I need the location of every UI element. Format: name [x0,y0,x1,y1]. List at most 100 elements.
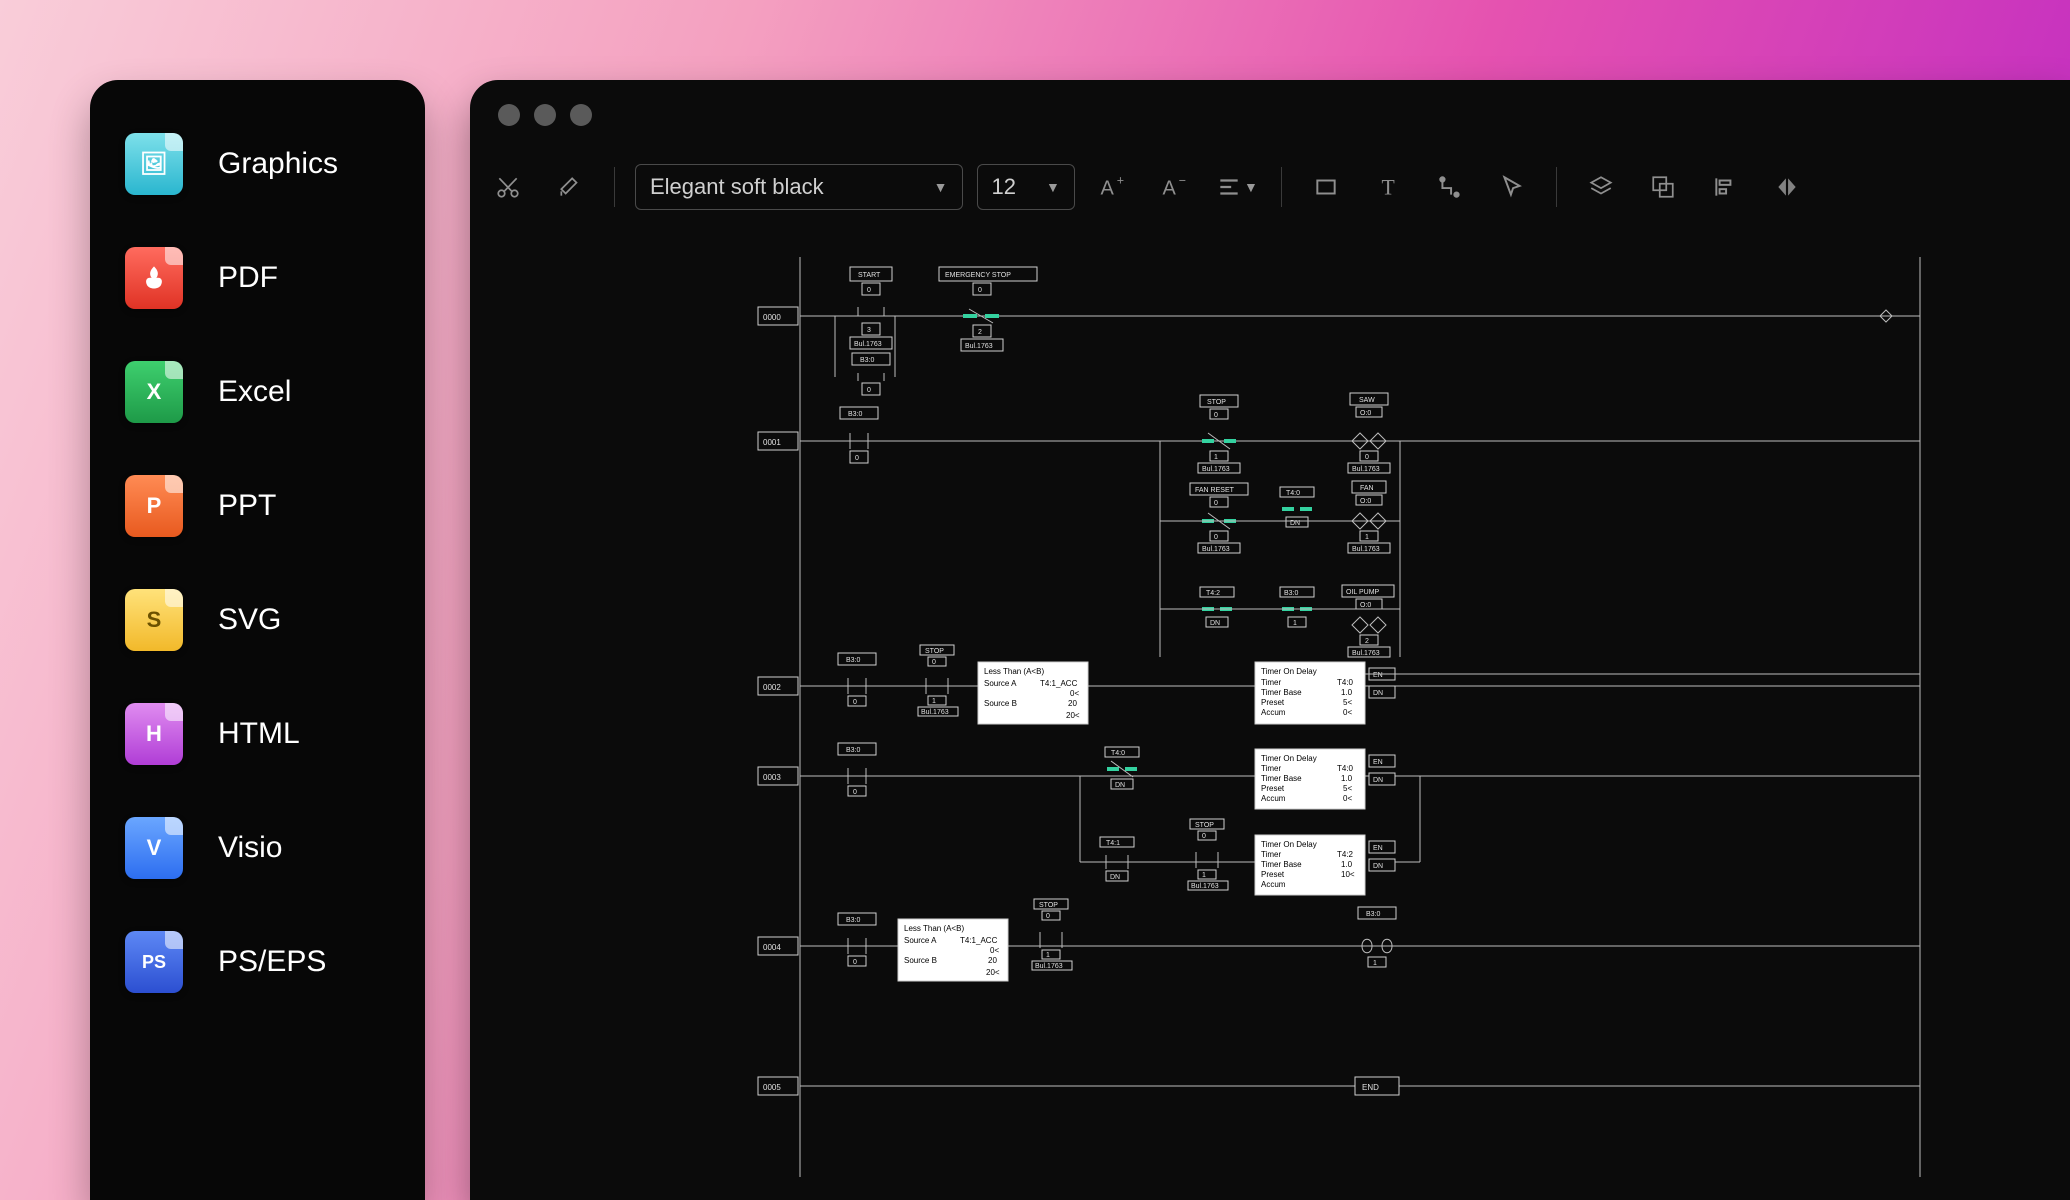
layers-button[interactable] [1577,163,1625,211]
chevron-down-icon: ▼ [1244,179,1258,195]
sidebar-item-pdf[interactable]: PDF [120,244,395,312]
sidebar-item-label: SVG [218,603,281,637]
svg-text:STOP: STOP [1039,902,1058,909]
align-button[interactable]: ▼ [1213,163,1261,211]
svg-text:Bul.1763: Bul.1763 [1191,883,1219,890]
svg-text:END: END [1362,1083,1379,1092]
svg-text:B3:0: B3:0 [846,917,861,924]
svg-text:Timer Base: Timer Base [1261,860,1302,869]
format-painter-button[interactable] [546,163,594,211]
svg-text:Timer: Timer [1261,678,1281,687]
sidebar-item-label: Visio [218,831,282,865]
svg-text:0: 0 [1202,833,1206,840]
svg-text:O:0: O:0 [1360,410,1371,417]
svg-text:EN: EN [1373,759,1383,766]
sidebar-item-ps[interactable]: PS PS/EPS [120,928,395,996]
font-family-select[interactable]: Elegant soft black ▼ [635,164,963,210]
svg-text:0004: 0004 [763,943,781,952]
connector-tool-button[interactable] [1426,163,1474,211]
svg-text:5<: 5< [1343,698,1352,707]
svg-text:0: 0 [978,287,982,294]
group-button[interactable] [1639,163,1687,211]
svg-text:Source A: Source A [904,936,937,945]
svg-text:Bul.1763: Bul.1763 [1035,963,1063,970]
svg-text:20<: 20< [1066,711,1080,720]
canvas-area[interactable]: 0000 START 0 3 Bul.1763 B3:0 0 [470,224,2070,1200]
svg-text:Source B: Source B [904,956,937,965]
svg-text:1: 1 [1373,960,1377,967]
window-min-dot[interactable] [534,104,556,126]
svg-text:Accum: Accum [1261,708,1286,717]
window-close-dot[interactable] [498,104,520,126]
svg-text:10<: 10< [1341,870,1355,879]
svg-text:Bul.1763: Bul.1763 [1202,546,1230,553]
svg-text:Timer: Timer [1261,850,1281,859]
editor-toolbar: Elegant soft black ▼ 12 ▼ A+ A− ▼ T [470,150,2070,224]
align-objects-button[interactable] [1701,163,1749,211]
svg-text:0002: 0002 [763,683,781,692]
svg-text:FAN RESET: FAN RESET [1195,487,1235,494]
svg-text:EN: EN [1373,845,1383,852]
svg-text:1.0: 1.0 [1341,860,1353,869]
svg-text:DN: DN [1373,777,1383,784]
font-size-select[interactable]: 12 ▼ [977,164,1075,210]
svg-text:0<: 0< [1070,689,1079,698]
pointer-tool-button[interactable] [1488,163,1536,211]
svg-text:−: − [1179,174,1186,188]
cut-button[interactable] [484,163,532,211]
svg-text:1.0: 1.0 [1341,688,1353,697]
sidebar-item-html[interactable]: H HTML [120,700,395,768]
svg-text:Timer On Delay: Timer On Delay [1261,840,1317,849]
svg-text:T4:1_ACC: T4:1_ACC [1040,679,1078,688]
svg-text:STOP: STOP [925,648,944,655]
ladder-diagram: 0000 START 0 3 Bul.1763 B3:0 0 [500,244,2040,1200]
svg-text:Less Than (A<B): Less Than (A<B) [904,924,964,933]
svg-text:Timer On Delay: Timer On Delay [1261,667,1317,676]
svg-text:1: 1 [1214,454,1218,461]
sidebar-item-excel[interactable]: X Excel [120,358,395,426]
svg-text:20<: 20< [986,968,1000,977]
svg-text:Bul.1763: Bul.1763 [965,343,993,350]
svg-text:OIL PUMP: OIL PUMP [1346,589,1380,596]
svg-text:B3:0: B3:0 [1366,911,1381,918]
sidebar-item-label: Excel [218,375,291,409]
svg-text:0<: 0< [990,946,999,955]
toolbar-separator [1281,167,1282,207]
svg-text:T: T [1381,176,1394,200]
svg-text:B3:0: B3:0 [846,747,861,754]
svg-text:FAN: FAN [1360,485,1374,492]
svg-text:1: 1 [932,698,936,705]
sidebar-item-graphics[interactable]: 🖼 Graphics [120,130,395,198]
text-tool-button[interactable]: T [1364,163,1412,211]
window-max-dot[interactable] [570,104,592,126]
svg-text:5<: 5< [1343,784,1352,793]
font-decrease-button[interactable]: A− [1151,163,1199,211]
svg-text:0: 0 [867,287,871,294]
svg-text:0001: 0001 [763,438,781,447]
sidebar-item-svg[interactable]: S SVG [120,586,395,654]
svg-text:0005: 0005 [763,1083,781,1092]
svg-text:B3:0: B3:0 [1284,590,1299,597]
svg-text:0: 0 [1214,534,1218,541]
svg-text:20: 20 [988,956,997,965]
export-format-sidebar: 🖼 Graphics PDF X Excel P PPT S SVG H HTM… [90,80,425,1200]
rectangle-tool-button[interactable] [1302,163,1350,211]
svg-text:T4:1: T4:1 [1106,840,1120,847]
flip-button[interactable] [1763,163,1811,211]
svg-text:Bul.1763: Bul.1763 [1202,466,1230,473]
svg-text:Timer On Delay: Timer On Delay [1261,754,1317,763]
svg-text:Preset: Preset [1261,870,1285,879]
chevron-down-icon: ▼ [1046,179,1060,195]
svg-text:DN: DN [1373,690,1383,697]
svg-text:1: 1 [1202,872,1206,879]
sidebar-item-visio[interactable]: V Visio [120,814,395,882]
svg-text:O:0: O:0 [1360,498,1371,505]
svg-text:3: 3 [867,327,871,334]
font-increase-button[interactable]: A+ [1089,163,1137,211]
svg-text:20: 20 [1068,699,1077,708]
svg-text:Bul.1763: Bul.1763 [854,341,882,348]
sidebar-item-ppt[interactable]: P PPT [120,472,395,540]
chevron-down-icon: ▼ [934,179,948,195]
svg-text:Timer Base: Timer Base [1261,688,1302,697]
svg-text:0003: 0003 [763,773,781,782]
